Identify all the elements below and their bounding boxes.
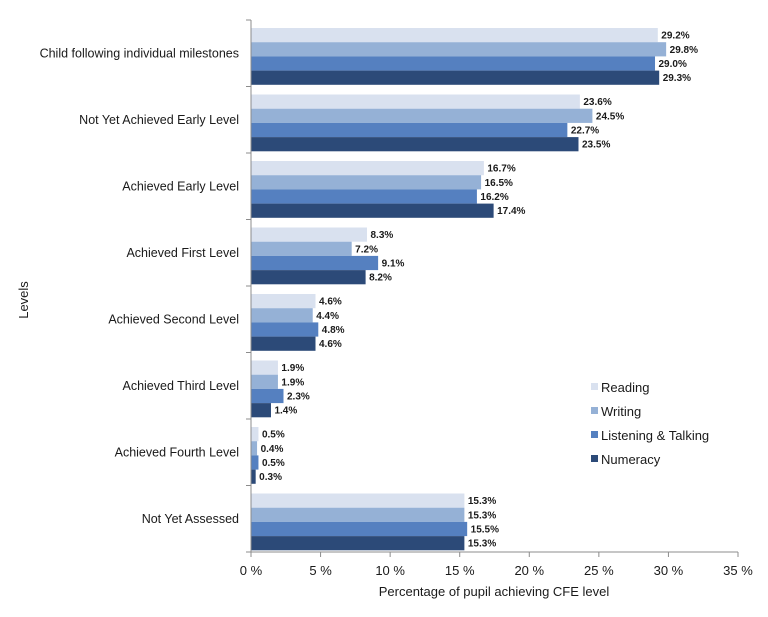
legend-swatch <box>591 431 598 438</box>
category-labels-layer: Child following individual milestones Not… <box>40 46 239 526</box>
data-label: 1.9% <box>281 377 304 388</box>
data-label: 15.3% <box>468 510 496 521</box>
data-label: 0.5% <box>262 430 285 441</box>
data-label: 29.8% <box>670 45 698 56</box>
data-labels-layer: 29.2% 29.8% 29.0% 29.3% 23.6% 24.5% 22.7% 23.5%… <box>259 31 698 550</box>
data-label: 2.3% <box>287 392 310 403</box>
data-label: 29.2% <box>661 31 689 42</box>
bar <box>251 175 482 190</box>
data-label: 9.1% <box>382 259 405 270</box>
data-label: 8.3% <box>370 230 393 241</box>
data-label: 23.5% <box>582 140 610 151</box>
category-label: Achieved Second Level <box>108 312 239 326</box>
legend-label: Writing <box>601 404 641 419</box>
bar <box>251 227 367 242</box>
data-label: 16.5% <box>485 178 513 189</box>
category-label: Achieved Third Level <box>122 379 239 393</box>
y-axis-title: Levels <box>16 281 31 319</box>
bar <box>251 122 568 138</box>
bar <box>251 360 278 375</box>
data-label: 0.4% <box>261 444 284 455</box>
bar <box>251 322 319 337</box>
bar <box>251 441 258 456</box>
legend: Reading Writing Listening & Talking Numerac… <box>591 380 709 467</box>
bar <box>251 94 580 109</box>
x-tick-label: 0 % <box>240 563 263 578</box>
data-label: 4.8% <box>322 325 345 336</box>
data-label: 29.3% <box>663 73 691 84</box>
data-label: 1.4% <box>274 406 297 417</box>
bar <box>251 189 477 204</box>
category-label: Achieved First Level <box>126 246 239 260</box>
data-label: 29.0% <box>659 59 687 70</box>
data-label: 15.5% <box>471 525 499 536</box>
bar <box>251 108 593 123</box>
bars-layer <box>251 28 667 551</box>
bar <box>251 270 366 285</box>
bar <box>251 255 379 271</box>
data-label: 23.6% <box>583 97 611 108</box>
x-tick-label: 30 % <box>654 563 684 578</box>
bar <box>251 388 284 404</box>
bar <box>251 536 465 551</box>
legend-swatch <box>591 383 598 390</box>
bar <box>251 403 271 418</box>
bar <box>251 493 465 508</box>
bar <box>251 374 278 389</box>
bar <box>251 137 579 152</box>
data-label: 16.7% <box>487 164 515 175</box>
bar <box>251 336 316 351</box>
bar <box>251 469 256 484</box>
category-label: Not Yet Assessed <box>142 512 239 526</box>
bar <box>251 42 667 57</box>
data-label: 4.6% <box>319 339 342 350</box>
data-label: 17.4% <box>497 206 525 217</box>
x-tick-label: 10 % <box>375 563 405 578</box>
data-label: 24.5% <box>596 111 624 122</box>
axes-layer <box>246 19 739 557</box>
bar <box>251 56 656 71</box>
bar <box>251 241 352 256</box>
data-label: 4.6% <box>319 297 342 308</box>
x-tick-label: 25 % <box>584 563 614 578</box>
bar <box>251 161 484 176</box>
legend-swatch <box>591 455 598 462</box>
category-label: Achieved Early Level <box>122 179 239 193</box>
tick-labels-layer: 0 % 5 % 10 % 15 % 20 % 25 % 30 % 35 % <box>240 563 753 578</box>
bar <box>251 28 658 43</box>
category-label: Not Yet Achieved Early Level <box>79 113 239 127</box>
category-label: Achieved Fourth Level <box>115 445 239 459</box>
bar <box>251 455 259 470</box>
bar <box>251 507 465 522</box>
x-tick-label: 15 % <box>445 563 475 578</box>
bar <box>251 294 316 309</box>
x-tick-label: 35 % <box>723 563 753 578</box>
bar <box>251 521 468 537</box>
bar <box>251 70 660 85</box>
data-label: 16.2% <box>480 192 508 203</box>
data-label: 22.7% <box>571 126 599 137</box>
bar <box>251 427 259 442</box>
data-label: 7.2% <box>355 244 378 255</box>
data-label: 15.3% <box>468 496 496 507</box>
data-label: 0.3% <box>259 472 282 483</box>
x-tick-label: 20 % <box>514 563 544 578</box>
legend-label: Reading <box>601 380 649 395</box>
bar <box>251 308 313 323</box>
legend-label: Numeracy <box>601 452 661 467</box>
legend-swatch <box>591 407 598 414</box>
category-label: Child following individual milestones <box>40 46 239 60</box>
legend-label: Listening & Talking <box>601 428 709 443</box>
x-tick-label: 5 % <box>309 563 332 578</box>
data-label: 4.4% <box>316 311 339 322</box>
bar <box>251 203 494 218</box>
x-axis-title: Percentage of pupil achieving CFE level <box>379 584 610 599</box>
data-label: 8.2% <box>369 273 392 284</box>
data-label: 0.5% <box>262 458 285 469</box>
data-label: 1.9% <box>281 363 304 374</box>
data-label: 15.3% <box>468 539 496 550</box>
